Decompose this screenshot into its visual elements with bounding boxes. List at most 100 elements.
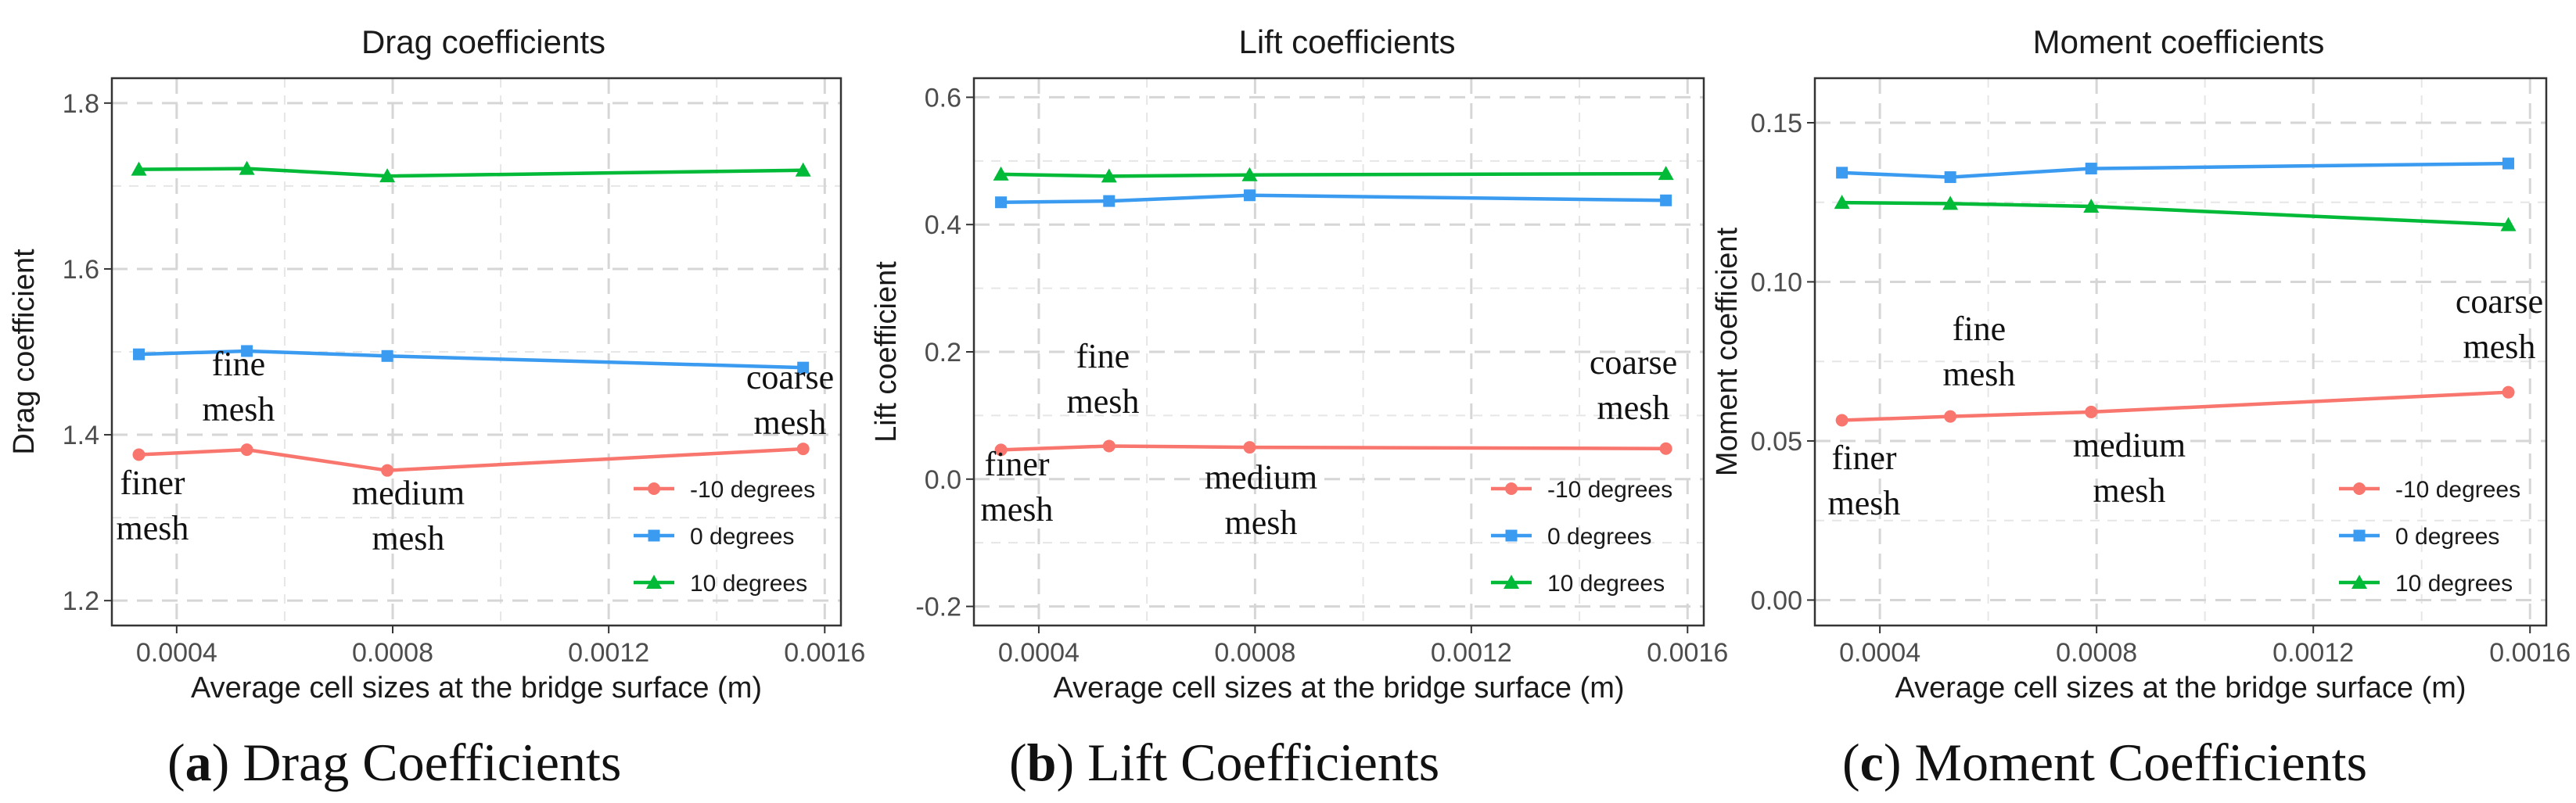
x-tick-label: 0.0012: [2272, 638, 2354, 668]
y-tick-label: 0.6: [925, 83, 961, 113]
data-point: [1944, 410, 1957, 423]
legend: -10 degrees 0 degrees 10 degrees: [2339, 477, 2520, 597]
data-point: [797, 361, 810, 374]
data-point: [379, 168, 396, 183]
legend-key-marker: [2353, 482, 2366, 495]
legend-key-marker: [1505, 482, 1518, 495]
data-point: [133, 348, 146, 360]
annotation-line: mesh: [1943, 355, 2016, 393]
data-point: [240, 443, 253, 457]
series-2: [1834, 195, 2517, 231]
x-axis-label: Average cell sizes at the bridge surface…: [1053, 672, 1624, 704]
data-point: [241, 345, 253, 357]
mesh-annotation: coarse mesh: [746, 358, 834, 442]
data-point: [1101, 168, 1117, 183]
panel-caption: (c) Moment Coefficients: [1842, 733, 2367, 792]
caption-letter: b: [1027, 733, 1057, 792]
data-point: [1658, 166, 1674, 181]
series-1: [133, 345, 810, 374]
x-tick-label: 0.0008: [1214, 638, 1295, 668]
data-point: [795, 162, 811, 177]
major-gridlines: [1815, 78, 2546, 626]
legend-entry: 0 degrees: [690, 524, 794, 550]
legend-entry: -10 degrees: [1547, 477, 1672, 503]
y-tick-label: 0.10: [1751, 267, 1802, 297]
legend-entry: 10 degrees: [1547, 571, 1665, 597]
legend-key-marker: [646, 575, 662, 589]
mesh-annotation: fine mesh: [203, 345, 275, 428]
caption-text: Moment Coefficients: [1915, 733, 2368, 792]
chart-title: Moment coefficients: [2033, 23, 2325, 60]
annotation-line: coarse: [2456, 282, 2543, 321]
x-tick-label: 0.0012: [1431, 638, 1512, 668]
y-tick-label: 0.4: [925, 210, 961, 240]
annotation-line: mesh: [1828, 484, 1901, 522]
annotation-line: mesh: [1597, 389, 1670, 427]
data-point: [1243, 441, 1256, 454]
y-tick-label: 1.8: [63, 89, 99, 119]
y-tick-label: 1.4: [63, 421, 99, 450]
legend-entry: -10 degrees: [690, 477, 815, 503]
data-point: [1660, 194, 1672, 206]
annotation-line: finer: [984, 445, 1049, 483]
x-axis-label: Average cell sizes at the bridge surface…: [1895, 672, 2466, 704]
y-tick-label: 0.15: [1751, 109, 1802, 138]
chart-title: Drag coefficients: [361, 23, 605, 60]
data-point: [796, 443, 810, 456]
data-point: [1944, 171, 1956, 184]
annotation-line: mesh: [981, 490, 1054, 529]
legend: -10 degrees 0 degrees 10 degrees: [634, 477, 815, 597]
series-line: [1001, 193, 1666, 204]
caption-letter: a: [185, 733, 212, 792]
legend-entry: 0 degrees: [1547, 524, 1651, 550]
series-0: [994, 439, 1672, 457]
panel-caption: (a) Drag Coefficients: [167, 733, 621, 792]
x-tick-label: 0.0004: [1839, 638, 1920, 668]
x-tick-label: 0.0008: [2056, 638, 2137, 668]
annotation-line: mesh: [117, 509, 189, 547]
x-tick-label: 0.0016: [1647, 638, 1728, 668]
series-1: [995, 189, 1672, 209]
legend-key-marker: [648, 482, 660, 495]
data-point: [131, 161, 147, 176]
data-point: [1835, 414, 1848, 427]
chart-title: Lift coefficients: [1238, 23, 1455, 60]
data-point: [2085, 405, 2098, 418]
data-point: [1243, 189, 1256, 202]
data-point: [1102, 439, 1116, 453]
mesh-annotation: coarse mesh: [1590, 343, 1677, 427]
series-line: [138, 446, 803, 472]
legend-entry: 10 degrees: [2395, 571, 2513, 597]
data-point: [1942, 195, 1959, 210]
annotation-line: medium: [352, 474, 465, 512]
y-tick-label: 0.00: [1751, 586, 1802, 615]
data-point: [2502, 385, 2515, 399]
data-point: [381, 350, 393, 362]
data-point: [1836, 167, 1848, 179]
y-axis-label: Lift coefficient: [870, 261, 903, 443]
chart-panel-0: Drag coefficients 1.2 1.4 1.6 1.8 0.0004 0.000…: [8, 23, 865, 792]
data-point: [2502, 157, 2515, 170]
legend-key-marker: [2351, 575, 2367, 589]
annotation-line: medium: [2073, 426, 2186, 464]
data-point: [993, 166, 1009, 181]
data-point: [994, 443, 1008, 457]
mesh-annotation: finer mesh: [117, 464, 189, 547]
annotation-line: finer: [1831, 439, 1896, 477]
y-tick-label: 0.05: [1751, 427, 1802, 457]
caption-letter: c: [1860, 733, 1884, 792]
data-point: [1103, 195, 1116, 207]
major-gridlines: [974, 78, 1704, 626]
legend-key-marker: [1504, 575, 1519, 589]
data-point: [1659, 442, 1672, 455]
data-point: [995, 196, 1008, 209]
x-axis-label: Average cell sizes at the bridge surface…: [191, 672, 762, 704]
panel-caption: (b) Lift Coefficients: [1009, 733, 1439, 792]
data-point: [132, 448, 146, 461]
x-tick-label: 0.0012: [568, 638, 649, 668]
y-tick-label: 1.2: [63, 586, 99, 616]
mesh-annotation: finer mesh: [981, 445, 1054, 529]
chart-panel-1: Lift coefficients -0.2 0.0 0.2 0.4 0.6 0.0004 0…: [870, 23, 1728, 792]
legend-key-marker: [1505, 529, 1518, 542]
